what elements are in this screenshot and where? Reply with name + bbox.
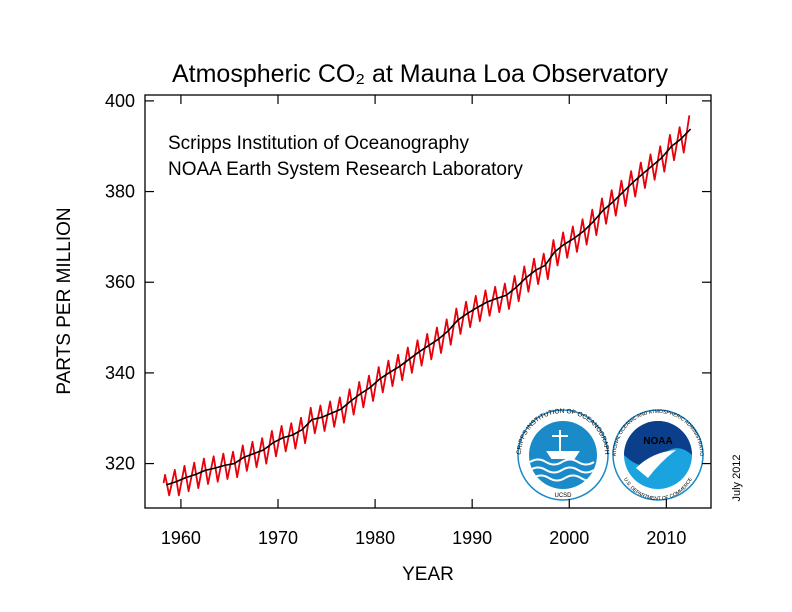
- logo-text: UCSD: [554, 493, 572, 499]
- x-tick-label: 1960: [161, 528, 201, 548]
- logo-text: NOAA: [643, 436, 672, 447]
- date-note: July 2012: [731, 454, 743, 501]
- x-tick-label: 2000: [549, 528, 589, 548]
- x-tick-label: 2010: [646, 528, 686, 548]
- y-tick-label: 340: [105, 363, 135, 383]
- y-tick-label: 400: [105, 91, 135, 111]
- y-tick-label: 380: [105, 182, 135, 202]
- x-tick-label: 1990: [452, 528, 492, 548]
- x-axis-label: YEAR: [402, 564, 454, 585]
- x-tick-label: 1980: [355, 528, 395, 548]
- series-line: [166, 128, 692, 486]
- annotation: NOAA Earth System Research Laboratory: [168, 159, 523, 180]
- y-axis-label: PARTS PER MILLION: [54, 207, 75, 394]
- x-tick-label: 1970: [258, 528, 298, 548]
- y-tick-label: 320: [105, 454, 135, 474]
- annotation: Scripps Institution of Oceanography: [168, 133, 470, 154]
- chart-title: Atmospheric CO₂ at Mauna Loa Observatory: [172, 60, 669, 88]
- y-tick-label: 360: [105, 272, 135, 292]
- series-line: [162, 115, 691, 497]
- plot-frame: [144, 94, 712, 509]
